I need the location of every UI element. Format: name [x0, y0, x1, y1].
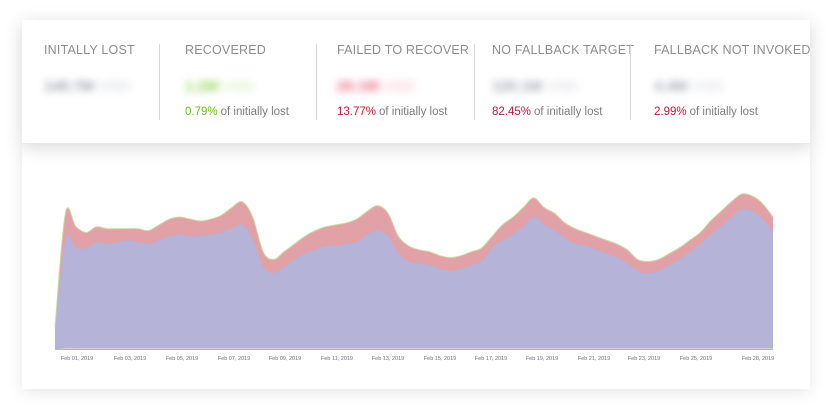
x-tick-label: Feb 07, 2019 [218, 356, 250, 362]
stat-value-number: 4.4M [654, 78, 688, 95]
stat-label: NO FALLBACK TARGET [492, 43, 635, 57]
x-tick-label: Feb 03, 2019 [114, 356, 146, 362]
stat-divider [474, 44, 475, 120]
series-area-no_fallback_target[interactable] [55, 209, 773, 350]
stat-divider [630, 44, 631, 120]
stat-label: RECOVERED [185, 43, 266, 57]
stat-percentage: 82.45% of initially lost [492, 106, 602, 118]
x-axis: Feb 01, 2019 Feb 03, 2019 Feb 05, 2019 Feb … [61, 356, 774, 362]
stat-value: 145.7M USD [44, 78, 130, 95]
series-area-recovered[interactable] [55, 348, 773, 350]
area-chart[interactable]: Feb 01, 2019 Feb 03, 2019 Feb 05, 2019 Feb … [22, 143, 810, 389]
x-tick-label: Feb 01, 2019 [61, 356, 93, 362]
stat-percentage-value: 0.79% [185, 106, 218, 118]
series-line-recovered [54, 193, 774, 327]
chart-panel: Feb 01, 2019 Feb 03, 2019 Feb 05, 2019 Feb … [22, 143, 810, 389]
stat-percentage-value: 2.99% [654, 106, 687, 118]
stat-value-unit: USD [98, 78, 130, 95]
x-tick-label: Feb 17, 2019 [475, 356, 507, 362]
stat-value-number: 120.1M [492, 78, 543, 95]
stat-percentage-suffix: of initially lost [689, 106, 758, 118]
stat-divider [159, 44, 160, 120]
recovery-summary: INITALLY LOST 145.7M USD RECOVERED 1.2M US… [22, 20, 810, 143]
x-tick-label: Feb 11, 2019 [321, 356, 353, 362]
x-tick-label: Feb 13, 2019 [372, 356, 404, 362]
stat-label: FALLBACK NOT INVOKED [654, 43, 811, 57]
x-tick-label: Feb 05, 2019 [166, 356, 198, 362]
stat-value-number: 20.1M [337, 78, 379, 95]
stat-percentage: 0.79% of initially lost [185, 106, 289, 118]
stat-value-unit: USD [546, 78, 578, 95]
stat-value-unit: USD [382, 78, 415, 95]
stat-percentage-suffix: of initially lost [379, 106, 448, 118]
stat-value-number: 145.7M [44, 78, 95, 95]
chart-areas [54, 193, 774, 350]
stat-value: 4.4M USD [654, 78, 723, 95]
x-tick-label: Feb 23, 2019 [628, 356, 660, 362]
stat-value: 1.2M USD [185, 78, 254, 95]
x-tick-label: Feb 25, 2019 [680, 356, 712, 362]
x-tick-label: Feb 19, 2019 [526, 356, 558, 362]
stat-value-number: 1.2M [185, 78, 219, 95]
stat-percentage-suffix: of initially lost [534, 106, 603, 118]
stat-percentage: 2.99% of initially lost [654, 106, 758, 118]
stat-divider [316, 44, 317, 120]
stat-percentage-suffix: of initially lost [220, 106, 289, 118]
x-tick-label: Feb 09, 2019 [269, 356, 301, 362]
stat-value-unit: USD [691, 78, 724, 95]
x-tick-label: Feb 15, 2019 [424, 356, 456, 362]
stat-label: FAILED TO RECOVER [337, 43, 470, 57]
x-tick-label: Feb 21, 2019 [578, 356, 610, 362]
stat-value: 120.1M USD [492, 78, 578, 95]
stat-percentage-value: 13.77% [337, 106, 377, 118]
stat-percentage-value: 82.45% [492, 106, 532, 118]
stat-percentage: 13.77% of initially lost [337, 106, 447, 118]
stat-label: INITALLY LOST [44, 43, 135, 57]
x-tick-label: Feb 28, 2019 [742, 356, 774, 362]
stat-value: 20.1M USD [337, 78, 414, 95]
stat-value-unit: USD [222, 78, 255, 95]
